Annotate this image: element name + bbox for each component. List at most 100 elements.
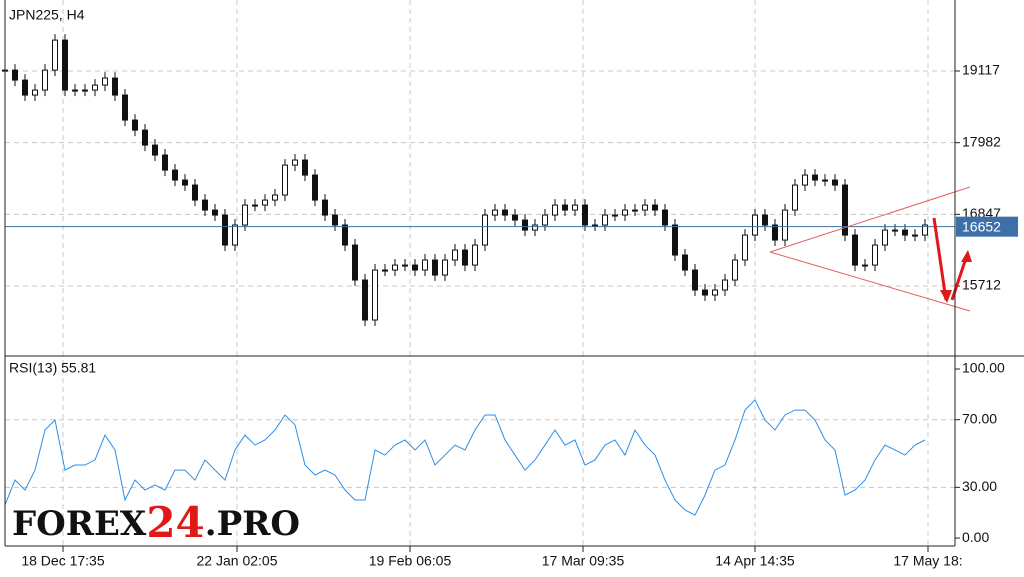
candle-body [532, 224, 538, 231]
candle-body [752, 214, 758, 236]
candle-body [572, 204, 578, 211]
x-tick-label: 14 Apr 14:35 [715, 553, 795, 569]
candle-body [722, 279, 728, 291]
candle-body [832, 179, 838, 186]
candle-body [622, 209, 628, 216]
candle-body [452, 249, 458, 261]
candle-body [522, 219, 528, 231]
trendline-lower [769, 251, 971, 312]
x-tick-label: 19 Feb 06:05 [369, 553, 452, 569]
y-tick-label: 70.00 [962, 410, 997, 426]
candle-body [242, 204, 248, 226]
candle-body [742, 234, 748, 261]
candle-body [422, 259, 428, 271]
candle-body [602, 214, 608, 226]
candle-body [222, 214, 228, 246]
candle-body [512, 214, 518, 221]
candle-body [272, 194, 278, 201]
y-tick-label: 30.00 [962, 478, 997, 494]
candle-body [662, 209, 668, 226]
arrow-down-head [940, 290, 952, 303]
candle-body [62, 39, 68, 91]
candle-body [192, 184, 198, 201]
candle-body [802, 174, 808, 186]
candle-body [502, 209, 508, 216]
candle-body [132, 119, 138, 131]
candle-body [82, 89, 88, 92]
candle-body [692, 269, 698, 291]
candle-body [792, 184, 798, 211]
candle-body [92, 84, 98, 91]
candle-body [252, 204, 258, 207]
arrow-down [932, 217, 948, 301]
candle-body [122, 94, 128, 121]
candle-body [182, 179, 188, 186]
candle-body [862, 264, 868, 267]
candle-body [902, 229, 908, 236]
candle-body [872, 244, 878, 266]
candle-body [582, 204, 588, 226]
candle-body [672, 224, 678, 256]
candle-body [712, 289, 718, 296]
candle-body [52, 39, 58, 71]
y-tick-label: 19117 [962, 62, 1000, 78]
candle-body [212, 209, 218, 216]
arrow-up-head [961, 250, 972, 262]
candle-body [822, 179, 828, 182]
candle-body [32, 89, 38, 96]
candle-body [152, 144, 158, 156]
candle-body [102, 77, 108, 86]
candle-body [592, 224, 598, 227]
x-tick-label: 17 Mar 09:35 [542, 553, 625, 569]
candle-body [392, 264, 398, 271]
candle-body [442, 259, 448, 276]
candle-body [232, 224, 238, 246]
candle-body [312, 174, 318, 201]
candle-body [262, 199, 268, 206]
candle-body [472, 244, 478, 266]
y-tick-label: 0.00 [962, 529, 989, 545]
candle-body [42, 69, 48, 91]
candle-body [332, 214, 338, 226]
last-price-box [956, 216, 1018, 237]
candle-body [162, 154, 168, 171]
candle-body [302, 159, 308, 176]
candle-body [412, 264, 418, 271]
watermark-part: 24 [146, 498, 204, 547]
candle-body [652, 204, 658, 211]
candle-body [812, 174, 818, 181]
trendline-upper [769, 186, 971, 253]
candle-body [882, 229, 888, 246]
watermark-part: FOREX [12, 504, 147, 544]
marks-layer: 16652 [2, 34, 1018, 516]
candle-body [682, 254, 688, 271]
candle-body [852, 234, 858, 266]
candle-body [342, 224, 348, 246]
candle-body [912, 234, 918, 237]
candle-body [172, 169, 178, 181]
candle-body [552, 204, 558, 216]
watermark-text: FOREX24.PRO [12, 498, 300, 547]
candle-body [322, 199, 328, 216]
candle-body [462, 249, 468, 266]
candle-body [732, 259, 738, 281]
candle-body [352, 244, 358, 281]
y-tick-label: 15712 [962, 277, 1001, 293]
x-tick-label: 22 Jan 02:05 [197, 553, 278, 569]
candle-body [642, 204, 648, 211]
candle-body [482, 214, 488, 246]
candle-body [542, 214, 548, 226]
candle-body [702, 289, 708, 296]
candle-body [922, 224, 928, 236]
candle-body [492, 209, 498, 216]
candle-body [782, 209, 788, 241]
candle-body [382, 269, 388, 272]
x-tick-label: 17 May 18: [893, 553, 962, 569]
candle-body [612, 214, 618, 217]
watermark-part: .PRO [205, 504, 300, 544]
candle-body [772, 224, 778, 241]
candle-body [282, 164, 288, 196]
candle-body [842, 184, 848, 236]
